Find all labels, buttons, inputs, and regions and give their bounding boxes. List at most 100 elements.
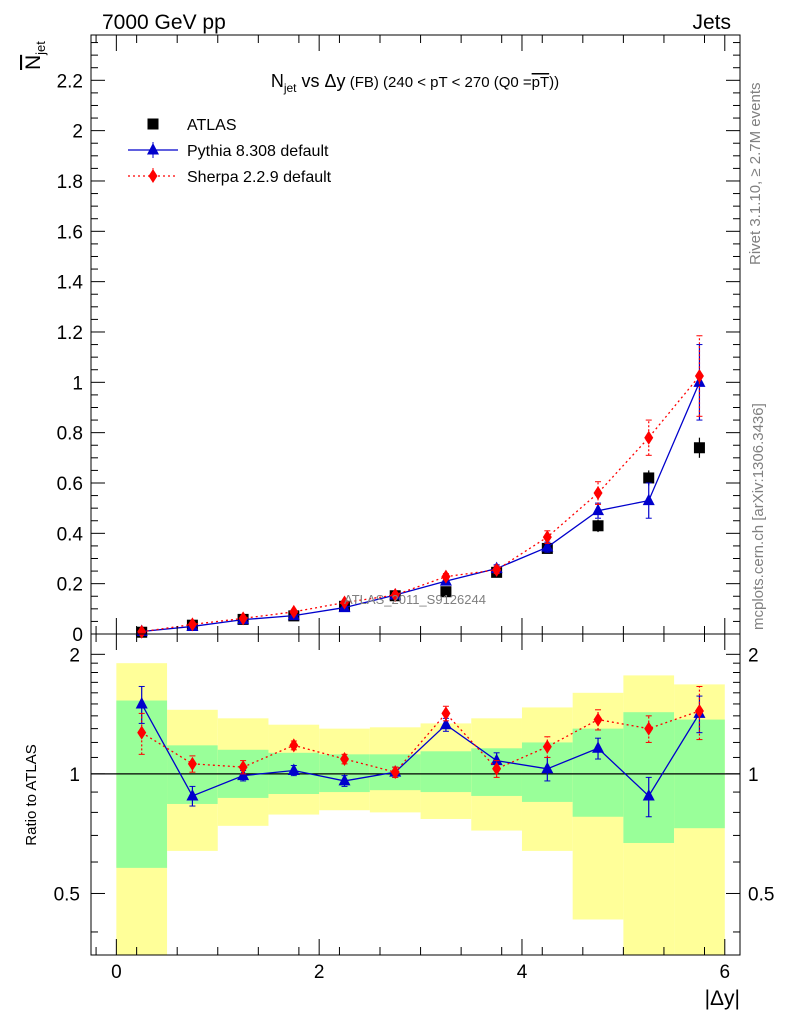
ratio-pythia-point (186, 788, 199, 801)
pythia-point (642, 493, 655, 506)
sherpa-point (644, 430, 654, 445)
main-ytick-label: 0.2 (57, 575, 83, 596)
main-ytick-label: 2.2 (57, 71, 83, 92)
ratio-sherpa-line (141, 710, 700, 773)
ratio-sherpa-point (694, 703, 704, 718)
ratio-pythia-line (141, 703, 700, 797)
watermark: ATLAS_2011_S9126244 (344, 592, 486, 607)
ratio-frame (90, 633, 741, 956)
ratio-sherpa-point (441, 706, 451, 721)
atlas-point (440, 586, 452, 598)
chart-title: Njet vs Δy (FB) (240 < pT < 270 (Q0 =pT)… (271, 71, 559, 95)
main-ytick-label: 1.8 (57, 172, 83, 193)
legend-pythia-label: Pythia 8.308 default (187, 143, 329, 160)
main-ytick-label: 1.2 (57, 323, 83, 344)
main-ytick-label: 1 (72, 373, 83, 394)
title-mid: vs Δy (297, 71, 346, 91)
ratio-xlabel: |Δy| (705, 987, 740, 1010)
title-tail: )) (549, 74, 559, 91)
header-left-label: 7000 GeV pp (102, 11, 226, 34)
sherpa-point (340, 595, 350, 610)
legend-sherpa-label: Sherpa 2.2.9 default (187, 169, 332, 186)
ratio-sherpa-point (644, 721, 654, 736)
main-ytick-label: 1.6 (57, 222, 83, 243)
ratio-ytick-label-right: 0.5 (748, 884, 774, 905)
ratio-pythia-point (287, 763, 300, 775)
rivet-side-label-group: Rivet 3.1.10, ≥ 2.7M events (747, 83, 764, 266)
sherpa-point (289, 604, 299, 619)
main-ylabel: Njet (22, 41, 48, 70)
ratio-pythia-point (135, 696, 148, 709)
pythia-point (592, 503, 605, 516)
ratio-xtick-label: 2 (314, 962, 325, 983)
main-ylabel-sub: jet (33, 41, 48, 56)
header-right-label: Jets (692, 11, 731, 34)
main-ytick-label: 2 (72, 122, 83, 143)
main-ytick-label: 0.8 (57, 424, 83, 445)
pythia-point (541, 540, 554, 552)
rivet-side-label: Rivet 3.1.10, ≥ 2.7M events (747, 83, 764, 266)
legend-sherpa-marker (148, 169, 158, 183)
ratio-pythia-point (642, 788, 655, 801)
mcplots-side-label: mcplots.cern.ch [arXiv:1306.3436] (750, 403, 767, 630)
sherpa-line (141, 375, 700, 633)
main-data-layer (135, 335, 706, 639)
ratio-xtick-label: 0 (111, 962, 122, 983)
main-ytick-label: 0.6 (57, 474, 83, 495)
pythia-line (141, 382, 701, 633)
main-ylabel-n: N (22, 55, 45, 70)
ratio-ylabel: Ratio to ATLAS (23, 744, 40, 845)
ratio-ytick-label: 0.5 (54, 884, 80, 905)
title-small: (FB) (346, 74, 379, 91)
main-ytick-label: 0.4 (57, 524, 84, 545)
ratio-data-layer (135, 685, 706, 818)
sherpa-point (694, 369, 704, 384)
ratio-sherpa-point (390, 765, 400, 780)
legend: ATLAS Pythia 8.308 default Sherpa 2.2.9 de… (128, 117, 332, 186)
sherpa-point (187, 617, 197, 632)
ratio-axes: 0.5 0.5 1 1 2 2 0 2 4 6 (54, 634, 774, 983)
ratio-pythia-point (541, 761, 554, 774)
ratio-xtick-label: 6 (720, 962, 731, 983)
ratio-bands (116, 663, 725, 955)
legend-atlas-label: ATLAS (187, 117, 237, 134)
ratio-pythia-point (490, 753, 503, 766)
sherpa-point (492, 562, 502, 577)
ratio-ytick-label: 1 (69, 765, 80, 786)
sherpa-point (593, 486, 603, 501)
main-ytick-label: 1.4 (57, 273, 84, 294)
ratio-ylabel-text: Ratio to ATLAS (23, 744, 40, 845)
ratio-ytick-label-right: 2 (748, 645, 759, 666)
main-panel: ATLAS_2011_S9126244 ATLAS Pythia 8.308 de… (57, 34, 741, 646)
sherpa-point (390, 587, 400, 602)
ratio-sherpa-point (340, 752, 350, 767)
atlas-point (643, 472, 655, 484)
title-overline: pT (532, 74, 550, 91)
atlas-point (693, 442, 705, 454)
ratio-band-inner (420, 751, 472, 793)
main-axes: 0 0.2 0.4 0.6 0.8 1 1.2 1.4 1.6 1.8 2 2.2 (57, 35, 740, 646)
ratio-ytick-label-right: 1 (748, 765, 759, 786)
sherpa-point (238, 611, 248, 626)
ratio-panel: 0.5 0.5 1 1 2 2 0 2 4 6 (54, 633, 774, 983)
ratio-pythia-point (338, 773, 351, 786)
ratio-sherpa-point (492, 761, 502, 776)
ratio-sherpa-point (289, 738, 299, 753)
ratio-sherpa-point (542, 739, 552, 754)
ratio-sherpa-point (593, 712, 603, 727)
main-ylabel-text: Njet (22, 41, 48, 70)
title-sub: jet (283, 81, 297, 95)
ratio-sherpa-point (187, 756, 197, 771)
ratio-pythia-point (439, 717, 452, 730)
main-ytick-label: 0 (72, 625, 83, 646)
sherpa-point (542, 530, 552, 545)
ratio-sherpa-point (137, 725, 147, 740)
title-rest: (240 < pT < 270 (Q0 = (379, 74, 532, 91)
atlas-point (592, 520, 604, 532)
ratio-sherpa-point (238, 760, 248, 775)
ratio-ytick-label: 2 (69, 645, 80, 666)
legend-atlas-marker (147, 118, 159, 130)
sherpa-point (441, 569, 451, 584)
ratio-pythia-point (592, 741, 605, 753)
